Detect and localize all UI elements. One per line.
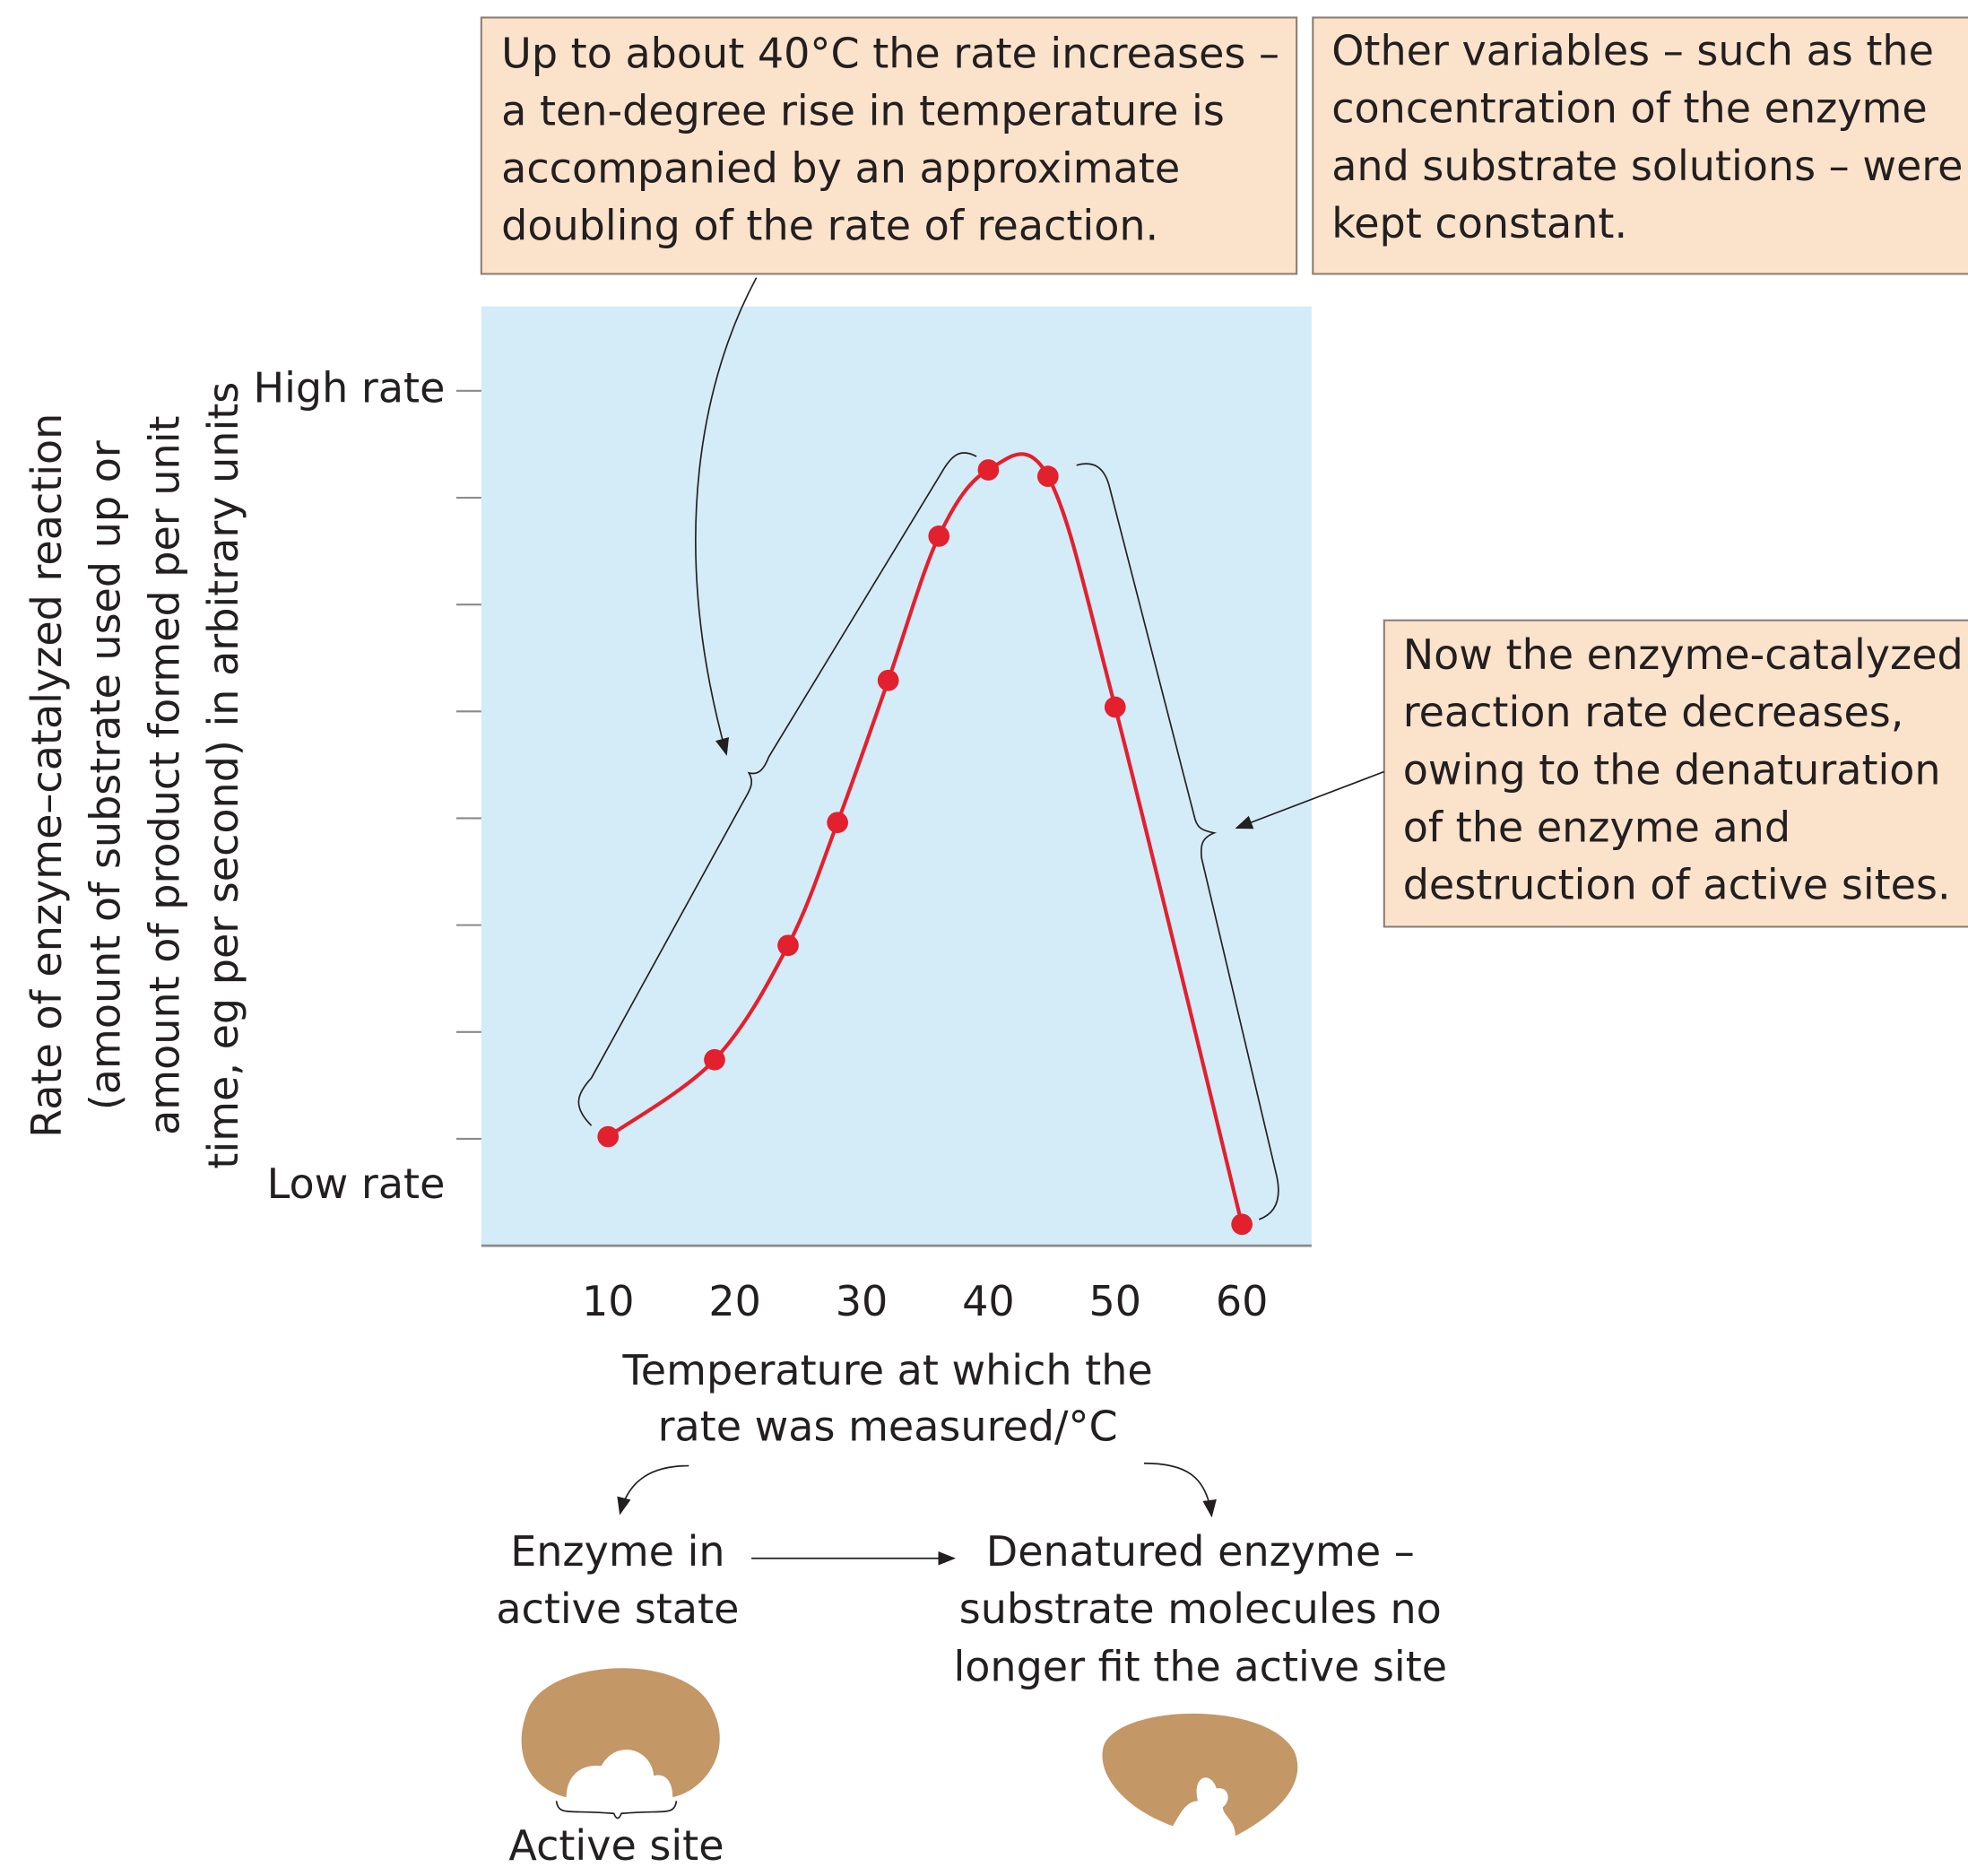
chart: High rate Low rate 10 20 30 40 50 60 Temperature… [0, 0, 1968, 1876]
data-point [704, 1049, 725, 1071]
y-axis-title: Rate of enzyme–catalyzed reaction [22, 413, 71, 1138]
page: High rate Low rate 10 20 30 40 50 60 Temperature… [0, 0, 1968, 1876]
state-label: Denatured enzyme – [986, 1527, 1415, 1576]
annotation-text: Now the enzyme-catalyzed [1403, 630, 1964, 679]
annotation-text: kept constant. [1331, 199, 1627, 248]
annotation-text: Other variables – such as the [1331, 26, 1934, 74]
data-point [1231, 1213, 1253, 1235]
x-axis-title: rate was measured/°C [658, 1403, 1118, 1451]
annotation-text: doubling of the rate of reaction. [501, 202, 1158, 250]
annotation-text: Up to about 40°C the rate increases – [501, 29, 1279, 77]
y-axis-title: amount of product formed per unit [140, 415, 188, 1134]
state-label: substrate molecules no [959, 1585, 1442, 1633]
annotation-text: accompanied by an approximate [501, 144, 1180, 193]
brace [557, 1801, 677, 1818]
data-point [827, 812, 848, 833]
x-tick-label: 20 [708, 1277, 761, 1325]
active-site-label: Active site [508, 1821, 724, 1870]
annotation-text: destruction of active sites. [1403, 861, 1951, 909]
arrow [620, 1466, 689, 1514]
data-point [978, 459, 1000, 481]
x-tick-label: 10 [582, 1277, 635, 1325]
arrow [1144, 1463, 1211, 1516]
x-tick-label: 50 [1088, 1277, 1141, 1325]
plot-area [481, 307, 1312, 1246]
data-point [928, 525, 949, 547]
x-tick-label: 30 [836, 1277, 889, 1325]
annotation-text: reaction rate decreases, [1403, 688, 1904, 736]
data-point [777, 934, 799, 956]
x-tick-label: 60 [1216, 1277, 1269, 1325]
y-tick-label: Low rate [267, 1159, 446, 1208]
active-enzyme [522, 1668, 720, 1797]
y-tick-label: High rate [254, 363, 446, 412]
y-axis-title: time, eg per second) in arbitrary units [199, 382, 247, 1169]
annotation-text: owing to the denaturation [1403, 745, 1941, 794]
annotation-text: of the enzyme and [1403, 803, 1790, 852]
x-axis-title: Temperature at which the [622, 1346, 1153, 1394]
state-label: longer fit the active site [953, 1642, 1447, 1690]
x-tick-label: 40 [962, 1277, 1015, 1325]
data-point [1037, 465, 1059, 487]
denatured-enzyme [1102, 1714, 1297, 1837]
data-point [878, 670, 899, 691]
annotation-text: a ten-degree rise in temperature is [501, 86, 1225, 135]
state-label: Enzyme in [510, 1527, 724, 1576]
annotation-text: concentration of the enzyme [1331, 84, 1927, 133]
data-point [1105, 697, 1126, 718]
y-axis-title: (amount of substrate used up or [82, 440, 130, 1110]
data-point [597, 1126, 619, 1148]
annotation-text: and substrate solutions – were [1331, 142, 1963, 190]
state-label: active state [496, 1585, 739, 1633]
